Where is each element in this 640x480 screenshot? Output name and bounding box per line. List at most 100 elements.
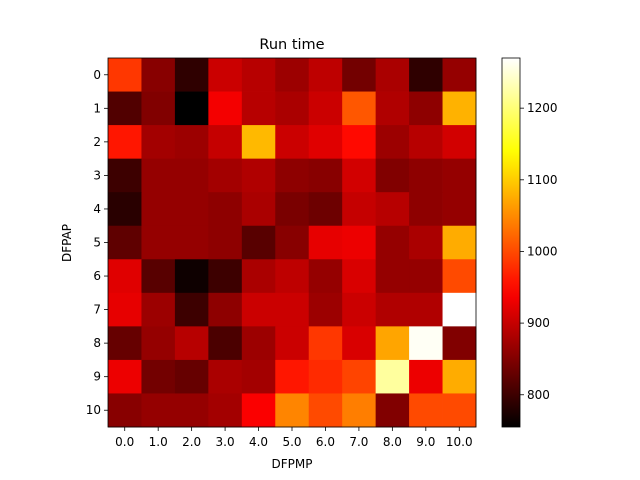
heatmap-cell xyxy=(342,326,377,361)
heatmap-cell xyxy=(174,259,209,294)
heatmap-cell xyxy=(442,225,477,260)
heatmap-cell xyxy=(141,192,176,227)
heatmap-cell xyxy=(308,125,343,160)
heatmap-cell xyxy=(141,125,176,160)
heatmap-cell xyxy=(275,125,310,160)
x-tick-label: 8.0 xyxy=(383,435,402,449)
heatmap-cell xyxy=(108,359,142,394)
heatmap-cell xyxy=(241,359,276,394)
heatmap-cell xyxy=(208,91,243,126)
heatmap-cell xyxy=(208,225,243,260)
heatmap-cell xyxy=(275,326,310,361)
heatmap-cell xyxy=(275,393,310,428)
x-tick-label: 5.0 xyxy=(282,435,301,449)
colorbar-tick-label: 1100 xyxy=(527,173,558,187)
y-tick-label: 4 xyxy=(93,202,101,216)
heatmap-cell xyxy=(174,58,209,92)
heatmap-cell xyxy=(208,359,243,394)
y-tick-label: 6 xyxy=(93,269,101,283)
heatmap-cell xyxy=(409,359,443,394)
heatmap-cell xyxy=(409,393,443,428)
heatmap-cell xyxy=(409,292,443,327)
colorbar xyxy=(501,57,521,428)
heatmap-cell xyxy=(141,259,176,294)
heatmap-cell xyxy=(342,158,377,193)
heatmap-cell xyxy=(108,58,142,92)
x-tick-label: 10.0 xyxy=(446,435,473,449)
heatmap-cell xyxy=(442,192,477,227)
heatmap-cell xyxy=(442,359,477,394)
heatmap-cell xyxy=(375,91,410,126)
heatmap-cell xyxy=(342,259,377,294)
y-tick-label: 1 xyxy=(93,101,101,115)
heatmap-cell xyxy=(375,359,410,394)
heatmap-cell xyxy=(141,58,176,92)
heatmap-cell xyxy=(375,292,410,327)
heatmap-cell xyxy=(275,359,310,394)
heatmap-cell xyxy=(308,58,343,92)
heatmap-cell xyxy=(208,259,243,294)
heatmap-cell xyxy=(275,292,310,327)
y-tick-label: 7 xyxy=(93,303,101,317)
heatmap-cell xyxy=(409,192,443,227)
x-tick-label: 9.0 xyxy=(416,435,435,449)
heatmap-cell xyxy=(442,393,477,428)
heatmap-cell xyxy=(141,225,176,260)
heatmap-cell xyxy=(141,359,176,394)
colorbar-tick-label: 900 xyxy=(527,316,550,330)
y-tick-label: 8 xyxy=(93,336,101,350)
heatmap-cell xyxy=(442,125,477,160)
heatmap-cell xyxy=(342,292,377,327)
heatmap-cell xyxy=(308,326,343,361)
colorbar-tick-label: 1000 xyxy=(527,244,558,258)
heatmap-cell xyxy=(174,125,209,160)
heatmap-cell xyxy=(308,259,343,294)
x-tick-label: 0.0 xyxy=(115,435,134,449)
y-tick-label: 5 xyxy=(93,236,101,250)
heatmap-cell xyxy=(375,158,410,193)
heatmap-cell xyxy=(141,158,176,193)
heatmap-cell xyxy=(308,91,343,126)
heatmap-cell xyxy=(442,91,477,126)
heatmap-cell xyxy=(174,192,209,227)
heatmap-cell xyxy=(375,393,410,428)
heatmap-cell xyxy=(275,158,310,193)
heatmap-cell xyxy=(241,158,276,193)
heatmap-cell xyxy=(409,58,443,92)
heatmap-cell xyxy=(174,91,209,126)
heatmap-cell xyxy=(241,393,276,428)
y-tick-label: 9 xyxy=(93,370,101,384)
heatmap-cell xyxy=(275,58,310,92)
heatmap-cell xyxy=(141,292,176,327)
x-tick-label: 6.0 xyxy=(316,435,335,449)
heatmap-cell xyxy=(308,292,343,327)
heatmap-cell xyxy=(375,58,410,92)
heatmap-cell xyxy=(375,326,410,361)
heatmap-cell xyxy=(208,393,243,428)
y-axis-label: DFPAP xyxy=(60,224,74,262)
heatmap-cell xyxy=(342,58,377,92)
heatmap-cell xyxy=(308,393,343,428)
x-tick-label: 7.0 xyxy=(349,435,368,449)
heatmap-cell xyxy=(409,158,443,193)
heatmap-cells xyxy=(108,58,477,428)
heatmap-cell xyxy=(108,259,142,294)
heatmap-cell xyxy=(174,158,209,193)
heatmap-cell xyxy=(375,192,410,227)
heatmap-cell xyxy=(308,359,343,394)
heatmap-cell xyxy=(409,225,443,260)
heatmap-cell xyxy=(342,192,377,227)
heatmap-cell xyxy=(174,292,209,327)
heatmap-cell xyxy=(241,259,276,294)
heatmap-cell xyxy=(108,158,142,193)
heatmap-cell xyxy=(108,292,142,327)
heatmap-cell xyxy=(342,359,377,394)
heatmap-cell xyxy=(174,359,209,394)
heatmap-cell xyxy=(241,292,276,327)
heatmap-cell xyxy=(108,192,142,227)
heatmap-cell xyxy=(375,125,410,160)
heatmap-cell xyxy=(174,225,209,260)
heatmap-cell xyxy=(174,393,209,428)
heatmap-cell xyxy=(342,393,377,428)
heatmap-cell xyxy=(442,158,477,193)
